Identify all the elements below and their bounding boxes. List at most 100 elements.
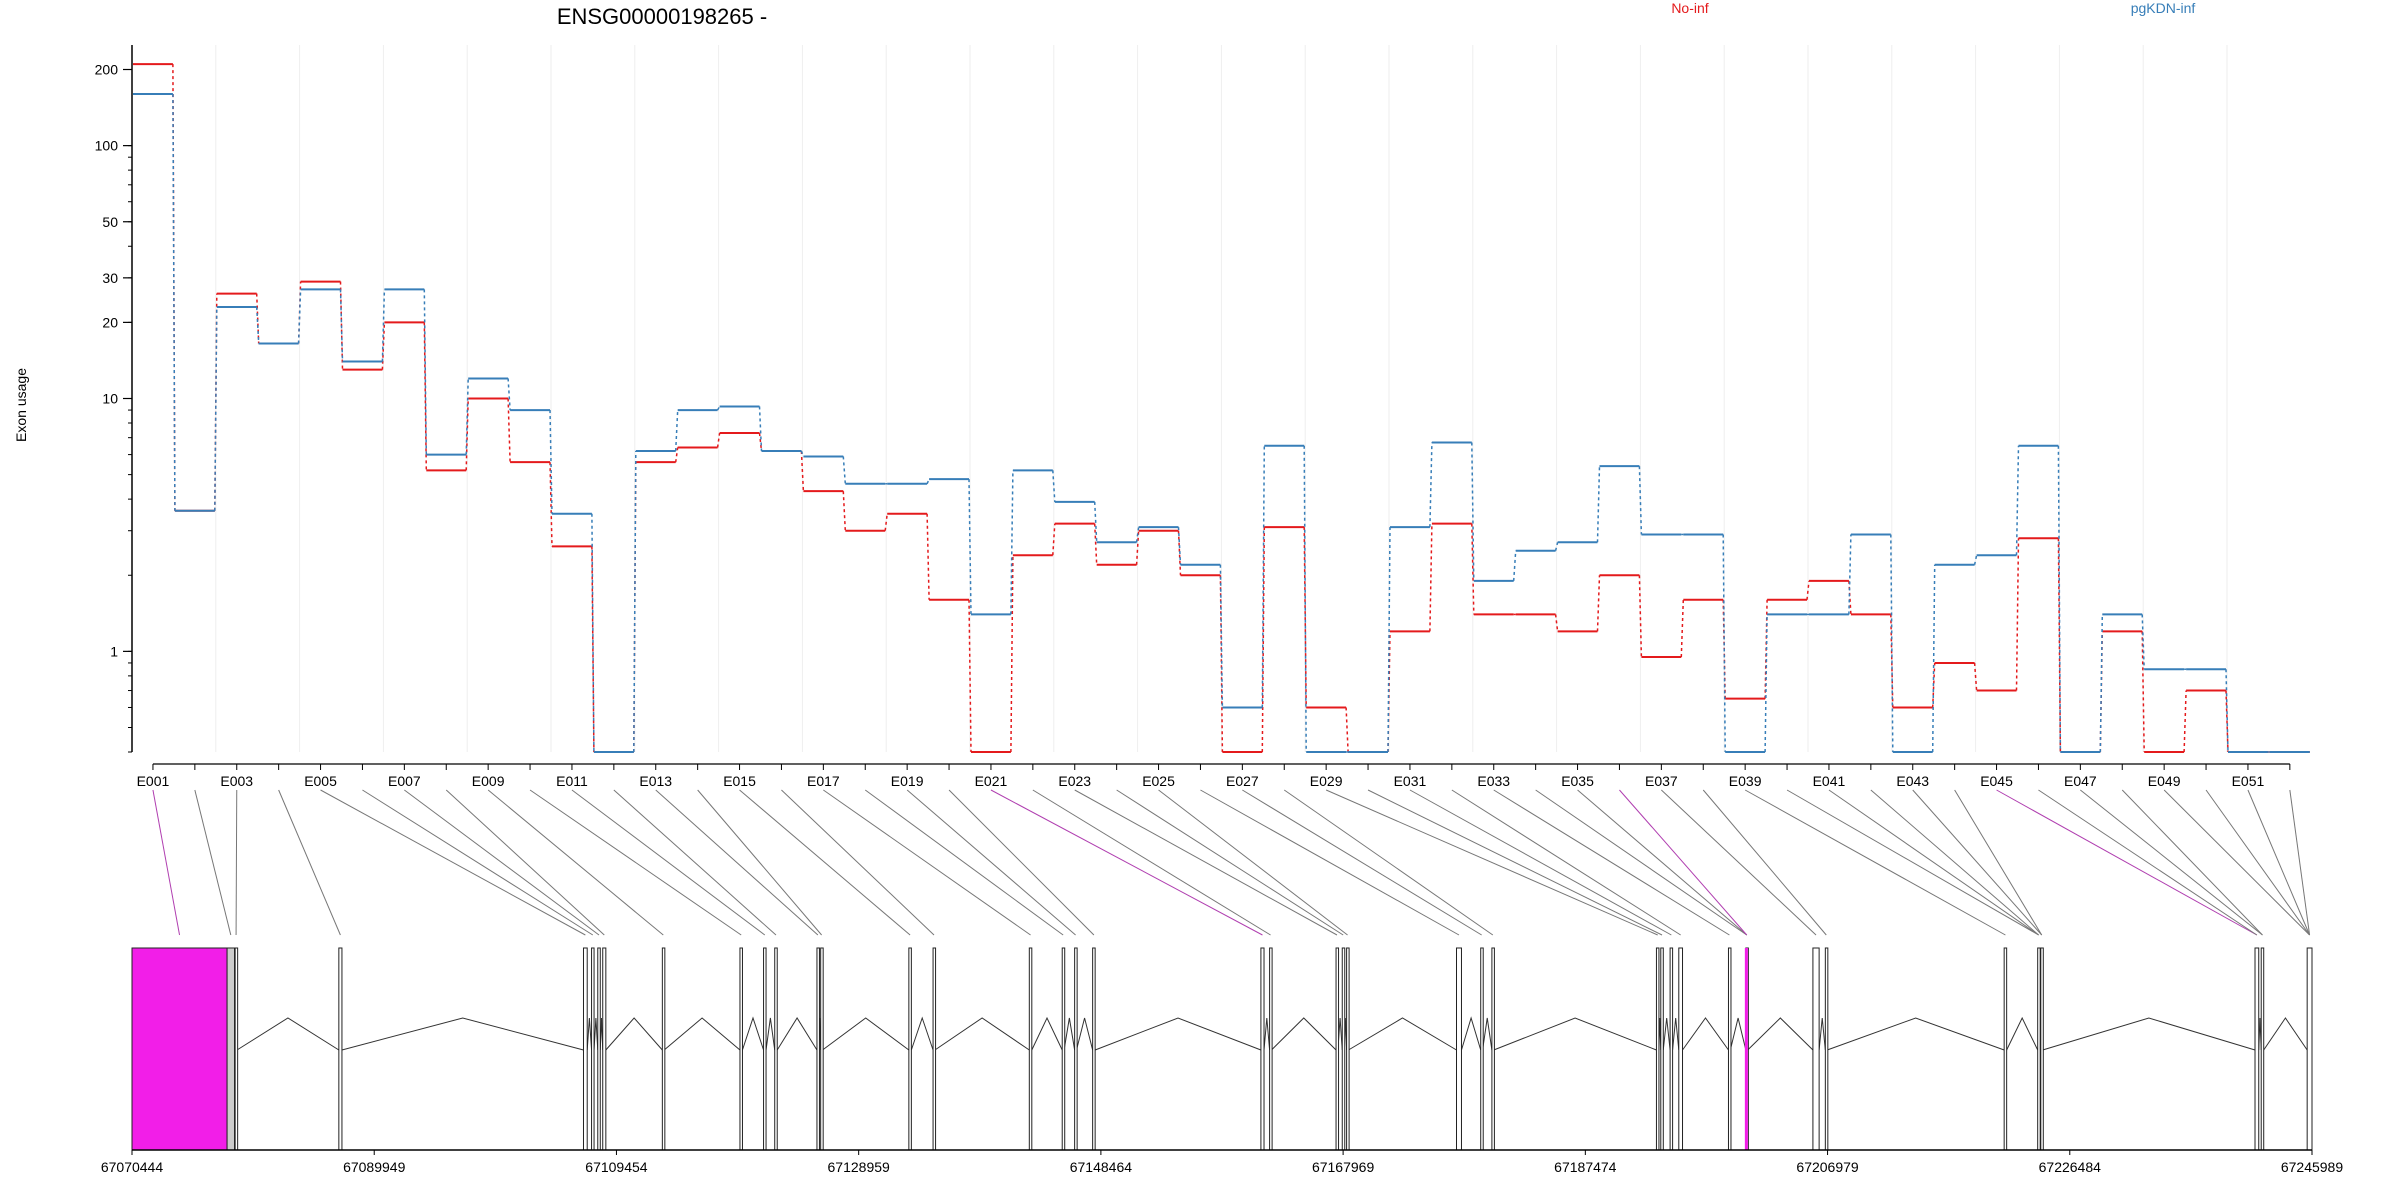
- y-axis-label: Exon usage: [13, 368, 29, 442]
- series-connector: [968, 599, 972, 753]
- x-tick-label: E019: [891, 773, 924, 789]
- intron: [1672, 1017, 1680, 1051]
- exon-link: [362, 789, 594, 936]
- series-connector: [2141, 631, 2145, 753]
- series-connector: [926, 513, 930, 600]
- exon-link: [1032, 789, 1271, 936]
- exon-box: [1092, 947, 1096, 1151]
- series-connector: [1093, 523, 1098, 565]
- exon-link: [1535, 789, 1748, 936]
- series-connector: [800, 450, 805, 457]
- series-connector: [1931, 564, 1936, 753]
- exon-box: [932, 947, 937, 1151]
- exon-box: [1456, 947, 1462, 1151]
- exon-box: [582, 947, 588, 1151]
- exon-box: [2040, 947, 2044, 1151]
- x-tick-label: E029: [1310, 773, 1343, 789]
- exon-link: [739, 789, 911, 936]
- exon-link: [1158, 789, 1348, 936]
- intron: [1493, 1017, 1657, 1051]
- series-connector: [1638, 575, 1643, 658]
- series-connector: [1429, 442, 1433, 528]
- exon-link: [2038, 789, 2258, 936]
- series-connector: [1177, 527, 1182, 565]
- intron: [1263, 1017, 1271, 1051]
- exon-box: [1480, 947, 1484, 1151]
- series-connector: [1848, 534, 1852, 615]
- exon-link: [2247, 789, 2311, 936]
- series-connector: [507, 378, 511, 411]
- exon-link: [1325, 789, 1658, 936]
- genomic-tick-label: 67109454: [585, 1159, 648, 1175]
- genomic-tick-label: 67245989: [2281, 1159, 2344, 1175]
- exon-link: [1074, 789, 1338, 936]
- exon-box: [226, 947, 236, 1151]
- exon-link: [1619, 789, 1748, 936]
- series-connector: [381, 322, 386, 370]
- series-connector: [1177, 530, 1182, 576]
- intron: [1662, 1017, 1671, 1051]
- series-connector: [842, 491, 847, 531]
- intron: [1482, 1017, 1493, 1051]
- genomic-tick-label: 67226484: [2039, 1159, 2102, 1175]
- series-connector: [1471, 442, 1475, 581]
- series-connector: [926, 478, 930, 485]
- series-connector: [674, 447, 679, 463]
- series-connector: [549, 410, 553, 514]
- intron: [1460, 1016, 1482, 1051]
- x-tick-label: E035: [1561, 773, 1594, 789]
- intron: [1271, 1017, 1337, 1051]
- series-connector: [507, 398, 511, 463]
- x-tick-label: E021: [975, 773, 1008, 789]
- exon-box-highlight: [1744, 948, 1748, 1150]
- exon-link: [864, 789, 1064, 936]
- series-connector: [633, 450, 637, 753]
- series-connector: [2183, 690, 2187, 753]
- intron: [822, 1017, 910, 1051]
- series-connector: [1973, 555, 1978, 565]
- exon-link: [613, 789, 777, 936]
- series-connector: [172, 94, 176, 511]
- series-connector: [339, 289, 344, 362]
- series-connector: [1261, 445, 1266, 708]
- exon-link: [1912, 789, 2043, 936]
- gridlines: [131, 45, 2228, 752]
- series-connector: [1596, 466, 1601, 543]
- exon-box: [1727, 947, 1732, 1151]
- exon-box: [131, 947, 228, 1151]
- series-connector: [549, 462, 553, 547]
- exon-link: [1200, 789, 1460, 936]
- gene-model: 67070444 67089949 67109454 67128959 67148464…: [101, 947, 2344, 1175]
- series-connector: [968, 479, 972, 615]
- exon-link: [1367, 789, 1663, 936]
- exon-box: [739, 947, 743, 1151]
- exon-box: [1335, 947, 1340, 1151]
- series-connector: [1638, 466, 1643, 535]
- exon-box: [2306, 947, 2313, 1151]
- exon-box: [1678, 947, 1684, 1151]
- series-connector: [255, 306, 260, 344]
- exon-link: [487, 789, 664, 936]
- intron: [1063, 1017, 1076, 1051]
- exon-box: [774, 947, 778, 1151]
- genomic-tick-label: 67167969: [1312, 1159, 1375, 1175]
- x-tick-label: E043: [1896, 773, 1929, 789]
- exon-box: [591, 947, 595, 1151]
- genomic-tick-label: 67206979: [1796, 1159, 1859, 1175]
- exon-box: [1655, 947, 1660, 1151]
- x-tick-label: E031: [1394, 773, 1427, 789]
- exon-link: [1744, 789, 2006, 936]
- x-tick-label: E051: [2232, 773, 2265, 789]
- exon-link: [1283, 789, 1494, 936]
- series-connector: [1764, 614, 1768, 753]
- intron: [910, 1016, 934, 1051]
- y-tick-label: 200: [95, 62, 119, 78]
- x-tick-label: E037: [1645, 773, 1678, 789]
- exon-box: [1669, 947, 1674, 1151]
- x-tick-label: E007: [388, 773, 421, 789]
- y-tick-label: 10: [102, 391, 118, 407]
- series-connector: [800, 450, 805, 492]
- x-tick-label: E047: [2064, 773, 2097, 789]
- exon-link: [1242, 789, 1482, 936]
